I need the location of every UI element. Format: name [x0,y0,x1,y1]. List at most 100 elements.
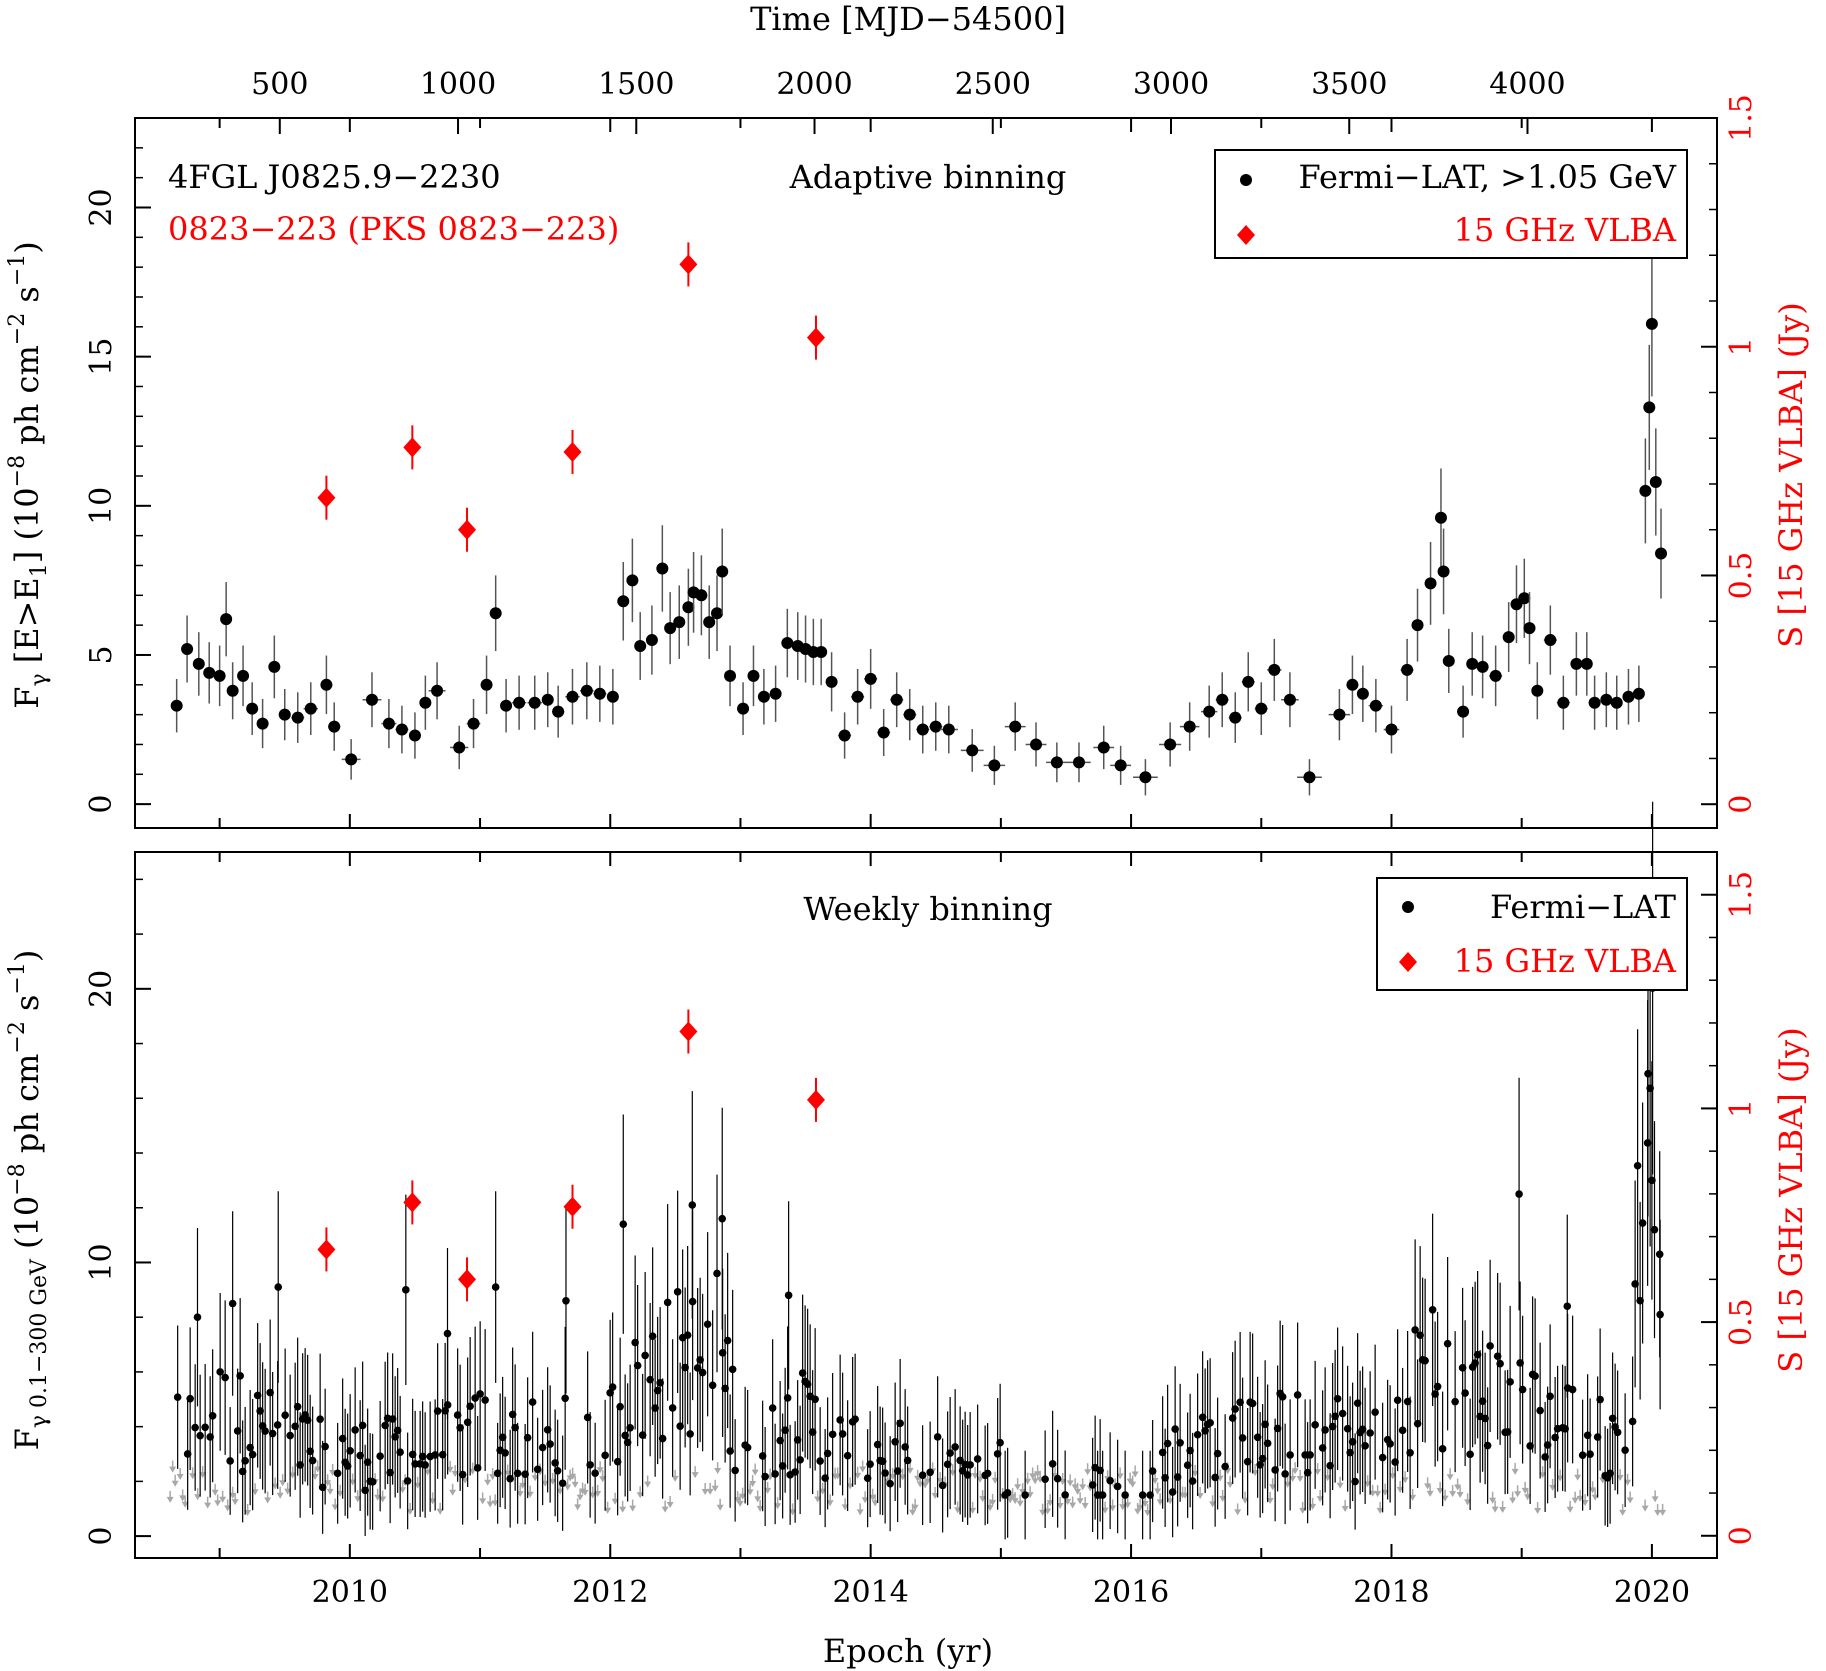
weekly-point [641,1351,649,1360]
bottom-y2tick-label: 1 [1724,1099,1759,1118]
upper-limit-head [336,1490,344,1497]
weekly-point [1518,1385,1527,1394]
upper-limit-head [1549,1484,1557,1491]
weekly-point [619,1220,628,1228]
weekly-point [1311,1421,1319,1429]
upper-limit-head [1079,1484,1087,1491]
upper-limit-head [486,1501,494,1508]
fermi-point [513,696,526,709]
upper-limit-head [1299,1507,1307,1514]
bottom-legend-vlba-label: 15 GHz VLBA [1454,942,1677,980]
upper-limit-head [1369,1490,1377,1497]
top-vlba-series [317,242,825,552]
fermi-point [170,699,183,712]
x-tick-label: 2014 [832,1575,908,1610]
upper-limit-head [661,1506,669,1513]
upper-limit-head [504,1470,512,1477]
weekly-point [1546,1392,1554,1401]
upper-limit-head [1296,1475,1304,1482]
weekly-point [703,1320,712,1329]
weekly-point [1098,1491,1107,1499]
weekly-point [743,1443,752,1452]
upper-limit-head [1389,1473,1397,1480]
fermi-point [757,690,770,703]
weekly-point [553,1466,562,1475]
upper-limit-head [581,1489,589,1496]
weekly-point [1061,1491,1069,1499]
weekly-point [1248,1399,1257,1408]
upper-limit-head [1291,1468,1299,1475]
upper-limit-head [1266,1498,1274,1505]
weekly-point [396,1448,404,1457]
top-left-axis-title: Fγ [E>E1] (10−8 ph cm−2 s−1) [5,241,52,709]
weekly-point [1413,1419,1422,1428]
weekly-point [268,1429,277,1438]
upper-limit-head [1019,1489,1027,1496]
weekly-point [471,1394,479,1402]
fermi-point [626,574,639,587]
weekly-point [1551,1433,1559,1442]
x-tick-label: 2018 [1353,1575,1429,1610]
upper-limit-head [424,1469,432,1476]
fermi-point [181,643,194,656]
fermi-point [528,696,541,709]
upper-limit-head [1181,1492,1189,1499]
upper-limit-head [1409,1494,1417,1501]
weekly-point [811,1395,819,1404]
weekly-point [1493,1352,1502,1361]
fermi-point [929,720,942,733]
fermi-point [1570,657,1583,670]
upper-limit-head [489,1474,497,1481]
bottom-fermi-series [173,801,1664,1540]
weekly-point [713,1269,721,1278]
weekly-point [1286,1451,1294,1459]
weekly-point [308,1456,317,1465]
bottom-ytick-label: 20 [84,970,119,1008]
upper-limit-head [1011,1498,1019,1505]
upper-limit-head [1336,1482,1344,1489]
weekly-point [1631,1280,1639,1288]
weekly-point [561,1394,569,1403]
vlba-point [317,487,336,508]
weekly-point [1613,1428,1622,1437]
upper-limit-head [541,1480,549,1487]
upper-limit-head [774,1503,782,1510]
weekly-point [1648,1176,1656,1185]
bottom-legend-fermi-label: Fermi−LAT [1490,888,1677,926]
fermi-point [1442,654,1455,667]
upper-limit-head [751,1469,759,1476]
upper-limit-head [374,1494,382,1501]
weekly-point [1543,1441,1552,1449]
upper-limit-head [691,1472,699,1479]
upper-limit-head [271,1483,279,1490]
vlba-point [679,1021,698,1042]
fermi-point [1009,720,1022,733]
top-y2tick-label: 1 [1724,337,1759,356]
weekly-point [718,1214,727,1223]
fermi-point [1645,317,1658,330]
fermi-point [1255,702,1268,715]
upper-limit-head [1491,1506,1499,1513]
weekly-point [1176,1438,1184,1447]
upper-limit-head [1436,1487,1444,1494]
weekly-point [663,1298,672,1307]
upper-limit-head [564,1484,572,1491]
fermi-point [1655,547,1668,560]
weekly-point [1458,1364,1467,1372]
upper-limit-head [1141,1501,1149,1508]
fermi-point [656,562,669,575]
upper-limit-head [1341,1505,1349,1512]
fermi-point [769,687,782,700]
upper-limit-head [479,1498,487,1505]
fermi-point [431,684,444,697]
fermi-point [1229,711,1242,724]
fermi-point [724,669,737,682]
weekly-point [726,1447,734,1455]
weekly-point [946,1449,954,1457]
upper-limit-head [1396,1486,1404,1493]
weekly-point [973,1455,982,1463]
upper-limit-head [971,1473,979,1480]
weekly-point [886,1479,894,1488]
weekly-point [1593,1433,1602,1441]
weekly-point [761,1472,769,1481]
